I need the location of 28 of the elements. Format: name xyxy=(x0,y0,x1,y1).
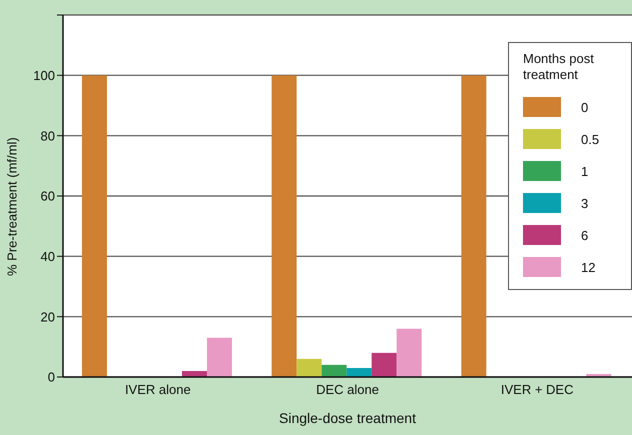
y-tick-label: 0 xyxy=(48,370,55,385)
x-tick-label: IVER + DEC xyxy=(500,382,574,398)
bar xyxy=(182,370,207,377)
bar xyxy=(82,75,107,377)
legend-label: 0 xyxy=(581,100,588,114)
y-tick-label: 80 xyxy=(40,128,55,144)
legend-label: 1 xyxy=(581,164,588,178)
y-tick-label: 60 xyxy=(40,188,55,204)
bar xyxy=(396,328,422,377)
bar xyxy=(206,338,232,377)
legend-title: Months post treatment xyxy=(523,51,595,83)
y-tick-label: 40 xyxy=(40,248,55,264)
legend-label: 12 xyxy=(581,260,596,274)
legend-label: 6 xyxy=(581,228,588,242)
bar xyxy=(346,368,372,377)
x-axis-title: Single-dose treatment xyxy=(279,410,416,426)
bar xyxy=(372,352,397,377)
bar xyxy=(272,75,297,377)
x-tick-label: IVER alone xyxy=(124,382,191,398)
bar xyxy=(461,75,486,377)
legend-label: 0.5 xyxy=(581,132,600,146)
x-tick-label: DEC alone xyxy=(316,382,379,398)
legend-label: 3 xyxy=(581,196,588,210)
y-axis-title: % Pre-treatment (mf/ml) xyxy=(4,137,20,276)
bar xyxy=(322,364,347,377)
y-tick-label: 100 xyxy=(33,68,55,83)
y-tick-label: 20 xyxy=(40,309,55,324)
bar xyxy=(296,358,322,377)
